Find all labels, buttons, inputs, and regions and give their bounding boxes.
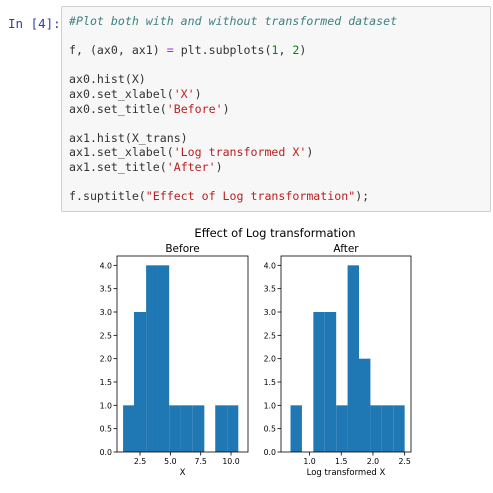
subplot-title: Before bbox=[165, 243, 199, 255]
y-tick-label: 0.0 bbox=[100, 448, 112, 457]
code-token: 'After' bbox=[166, 159, 216, 174]
code-token: 'Before' bbox=[166, 101, 223, 116]
y-tick-label: 0.5 bbox=[100, 425, 112, 434]
figure-suptitle: Effect of Log transformation bbox=[194, 226, 355, 240]
histogram-bar bbox=[324, 312, 337, 452]
x-tick-label: 7.5 bbox=[194, 457, 206, 466]
code-token: plt.subplots( bbox=[173, 43, 272, 58]
histogram-bar bbox=[157, 265, 170, 452]
histogram-bar bbox=[180, 405, 193, 452]
x-axis-label: X bbox=[180, 468, 186, 478]
x-axis-label: Log transformed X bbox=[307, 468, 386, 478]
x-tick-label: 1.5 bbox=[335, 457, 347, 466]
axes-frame bbox=[116, 255, 249, 453]
code-token: = bbox=[166, 43, 174, 58]
subplot-before: 0.0 0.5 1.0 1.5 2.0 2.5 3.0 3.5 4.0 2.5 5.0 7.5 10.0… bbox=[100, 243, 249, 478]
code-token: 1 bbox=[271, 43, 279, 58]
code-editor[interactable]: #Plot both with and without transformed … bbox=[69, 14, 397, 204]
code-line: f, (ax0, ax1) = plt.subplots(1, 2) bbox=[69, 43, 397, 58]
code-line: ax0.hist(X) bbox=[69, 72, 397, 87]
y-tick-label: 2.5 bbox=[100, 331, 112, 340]
histogram-bar bbox=[393, 405, 405, 452]
axes-frame bbox=[280, 255, 412, 453]
histogram-bar bbox=[347, 265, 359, 452]
code-token: ); bbox=[355, 189, 370, 204]
code-token: ax0.set_title( bbox=[69, 101, 167, 116]
code-line bbox=[69, 58, 397, 73]
code-token: ax1.set_xlabel( bbox=[69, 145, 174, 160]
code-token: ) bbox=[222, 101, 230, 116]
histogram-bar bbox=[359, 358, 371, 452]
code-token: ) bbox=[215, 159, 223, 174]
figure: Effect of Log transformation 0.0 0.5 1.0 1.… bbox=[100, 226, 412, 478]
code-line: #Plot both with and without transformed … bbox=[69, 14, 397, 29]
histogram-bar bbox=[169, 405, 181, 452]
y-tick-label: 1.0 bbox=[100, 401, 112, 410]
code-token: ) bbox=[194, 86, 202, 101]
code-token: ) bbox=[299, 43, 307, 58]
code-token: ) bbox=[306, 145, 314, 160]
code-token: ax1.hist(X_trans) bbox=[69, 130, 188, 145]
histogram-bar bbox=[227, 405, 239, 452]
code-token: ax0.hist(X) bbox=[69, 72, 146, 87]
y-tick-label: 1.5 bbox=[264, 378, 276, 387]
code-line bbox=[69, 29, 397, 44]
code-line bbox=[69, 175, 397, 190]
y-tick-label: 3.0 bbox=[264, 308, 276, 317]
y-tick-label: 4.0 bbox=[264, 261, 276, 270]
y-tick-label: 4.0 bbox=[100, 261, 112, 270]
y-tick-label: 0.0 bbox=[264, 448, 276, 457]
histogram-bar bbox=[192, 405, 205, 452]
histogram-bar bbox=[313, 312, 325, 452]
subplot-title: After bbox=[333, 243, 359, 255]
y-tick-label: 2.0 bbox=[264, 355, 276, 364]
code-token: #Plot both with and without transformed … bbox=[69, 14, 398, 28]
histogram-bar bbox=[123, 405, 134, 452]
code-line bbox=[69, 116, 397, 131]
histogram-bar bbox=[290, 405, 302, 452]
y-tick-label: 0.5 bbox=[264, 425, 276, 434]
cell-output: Effect of Log transformation 0.0 0.5 1.0 1.… bbox=[61, 222, 491, 488]
y-tick-label: 2.0 bbox=[100, 355, 112, 364]
code-token: 'Log transformed X' bbox=[173, 145, 307, 160]
histogram-bar bbox=[146, 265, 158, 452]
y-tick-label: 3.0 bbox=[100, 308, 112, 317]
y-tick-label: 1.5 bbox=[100, 378, 112, 387]
x-tick-label: 2.0 bbox=[367, 457, 379, 466]
y-tick-label: 2.5 bbox=[264, 331, 276, 340]
code-line: ax0.set_xlabel('X') bbox=[69, 87, 397, 102]
x-tick-label: 5.0 bbox=[164, 457, 176, 466]
code-token: "Effect of Log transformation" bbox=[145, 189, 356, 204]
code-token: ax1.set_title( bbox=[69, 159, 167, 174]
code-token: f.suptitle( bbox=[69, 189, 146, 204]
histogram-bar bbox=[370, 405, 382, 452]
x-tick-label: 2.5 bbox=[134, 457, 146, 466]
y-tick-label: 3.5 bbox=[100, 285, 112, 294]
histogram-bar bbox=[381, 405, 394, 452]
histogram-bar bbox=[336, 405, 348, 452]
code-token: , bbox=[278, 43, 293, 58]
x-tick-label: 2.5 bbox=[398, 457, 410, 466]
code-token: ax0.set_xlabel( bbox=[69, 86, 174, 101]
input-prompt: In [4]: bbox=[8, 16, 61, 31]
x-tick-label: 10.0 bbox=[222, 457, 239, 466]
code-line: ax1.set_xlabel('Log transformed X') bbox=[69, 145, 397, 160]
code-token: f, (ax0, ax1) bbox=[69, 43, 167, 58]
code-token: 'X' bbox=[173, 86, 195, 101]
histogram-bar bbox=[215, 405, 228, 452]
y-tick-label: 1.0 bbox=[264, 401, 276, 410]
y-tick-label: 3.5 bbox=[264, 285, 276, 294]
code-line: ax1.hist(X_trans) bbox=[69, 131, 397, 146]
code-line: ax1.set_title('After') bbox=[69, 160, 397, 175]
code-token: 2 bbox=[292, 43, 300, 58]
x-tick-label: 1.0 bbox=[303, 457, 315, 466]
code-cell[interactable]: #Plot both with and without transformed … bbox=[61, 6, 491, 212]
subplot-after: 0.0 0.5 1.0 1.5 2.0 2.5 3.0 3.5 4.0 1.0 1.5 2.0 2.5 A… bbox=[264, 243, 412, 478]
code-line: ax0.set_title('Before') bbox=[69, 102, 397, 117]
histogram-bar bbox=[133, 312, 147, 452]
code-line: f.suptitle("Effect of Log transformation… bbox=[69, 189, 397, 204]
